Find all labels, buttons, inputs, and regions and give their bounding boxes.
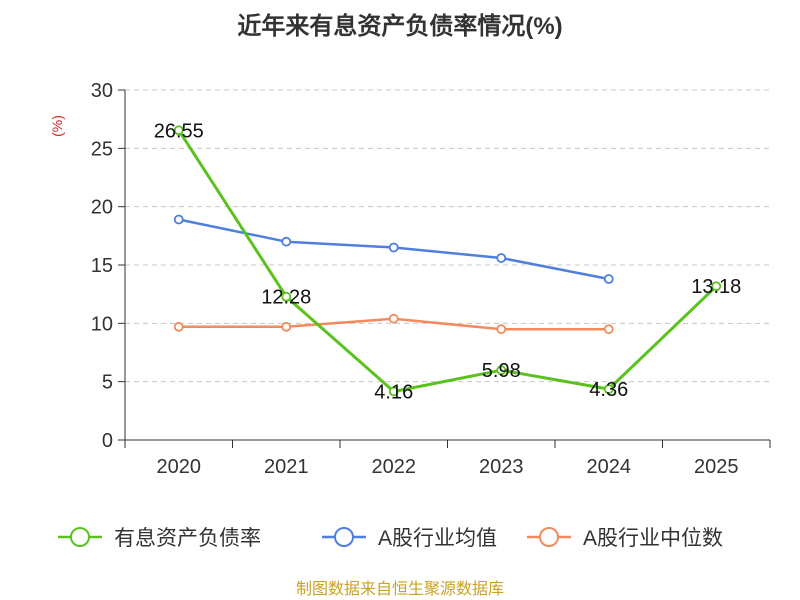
series-0-point[interactable] [496,365,507,376]
y-tick-label: 30 [91,80,113,102]
y-tick-label: 0 [102,430,113,452]
legend-marker [70,527,90,547]
x-tick-label: 2025 [694,456,739,478]
series-2-point[interactable] [173,321,184,332]
series-2-point[interactable] [388,313,399,324]
data-label: 26.55 [154,120,204,142]
series-1-point[interactable] [281,236,292,247]
data-label: 4.36 [589,379,628,401]
legend: 有息资产负债率 A股行业均值 A股行业中位数 [58,527,723,550]
y-tick-label: 5 [102,372,113,394]
series-line-0 [177,128,718,393]
series-1-point[interactable] [388,242,399,253]
x-tick-label: 2021 [264,456,309,478]
x-tick-label: 2024 [587,456,632,478]
series-2-point[interactable] [603,324,614,335]
legend-label: 有息资产负债率 [114,527,261,550]
y-tick-label: 20 [91,197,113,219]
y-tick-label: 25 [91,138,113,160]
series-0-point[interactable] [711,281,722,292]
y-tick-label: 10 [91,313,113,335]
legend-marker [334,527,354,547]
data-labels: 26.55 12.28 4.16 5.98 4.36 13.18 [154,120,742,403]
legend-marker [539,527,559,547]
legend-label: A股行业中位数 [583,527,723,550]
series-2-point[interactable] [281,321,292,332]
data-label: 12.28 [261,287,311,309]
data-label: 4.16 [374,381,413,403]
gridlines [125,89,770,383]
series-0-point[interactable] [603,384,614,395]
chart-title: 近年来有息资产负债率情况(%) [237,12,562,40]
series-1-point[interactable] [603,274,614,284]
series-1-point[interactable] [496,253,507,263]
series-1-point[interactable] [173,214,184,225]
legend-label: A股行业均值 [378,527,497,550]
series-2-point[interactable] [496,324,507,335]
series-0-point[interactable] [173,125,184,136]
x-tick-label: 2020 [157,456,202,478]
x-tick-label: 2022 [372,456,417,478]
data-label: 5.98 [482,360,521,382]
y-tick-label: 15 [91,255,113,277]
source-note: 制图数据来自恒生聚源数据库 [296,580,504,598]
series-0-point[interactable] [281,291,292,302]
data-label: 13.18 [691,276,741,298]
legend-item-1[interactable]: A股行业均值 [322,527,497,550]
legend-item-0[interactable]: 有息资产负债率 [58,527,261,550]
series-lines [173,125,722,397]
series-0-point[interactable] [388,386,399,397]
y-axis-unit-label: (%) [49,115,65,137]
x-tick-label: 2023 [479,456,524,478]
legend-item-2[interactable]: A股行业中位数 [527,527,723,550]
